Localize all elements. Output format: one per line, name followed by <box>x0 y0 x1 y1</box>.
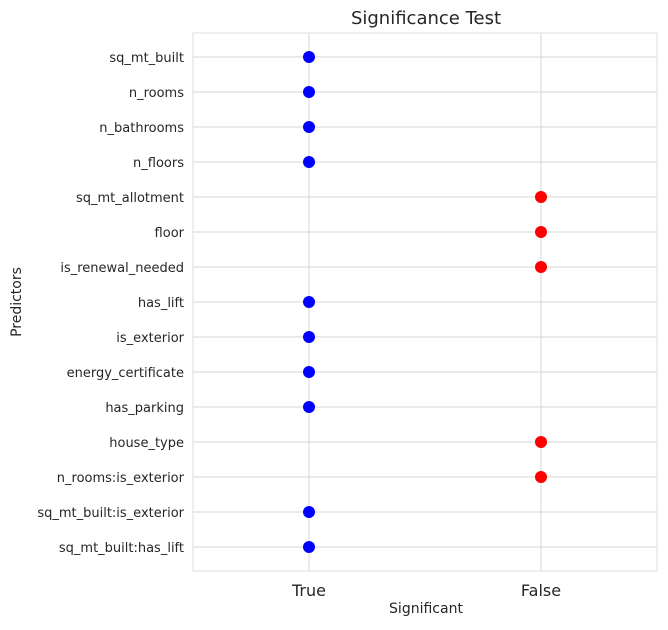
y-tick-label: sq_mt_built <box>109 51 184 66</box>
data-point <box>303 156 315 168</box>
data-point <box>535 226 547 238</box>
x-axis-label: Significant <box>389 601 463 617</box>
y-tick-label: n_floors <box>133 156 184 171</box>
data-point <box>303 121 315 133</box>
x-tick-labels: True False <box>291 581 561 600</box>
y-tick-label: is_renewal_needed <box>60 261 184 276</box>
x-tick-label: False <box>521 581 561 600</box>
x-tick-label: True <box>291 581 326 600</box>
y-tick-label: energy_certificate <box>67 366 184 381</box>
grid <box>193 33 657 571</box>
data-point <box>535 471 547 483</box>
y-tick-labels: sq_mt_built n_rooms n_bathrooms n_floors sq_… <box>37 51 184 556</box>
y-tick-label: sq_mt_built:is_exterior <box>37 506 184 521</box>
data-point <box>303 296 315 308</box>
y-tick-label: has_lift <box>138 296 184 311</box>
data-point <box>303 401 315 413</box>
data-point <box>535 261 547 273</box>
data-point <box>303 331 315 343</box>
data-point <box>303 86 315 98</box>
data-points <box>303 51 547 553</box>
data-point <box>535 191 547 203</box>
y-tick-label: n_rooms <box>129 86 184 101</box>
y-tick-label: house_type <box>109 436 184 451</box>
chart-title: Significance Test <box>351 8 501 29</box>
data-point <box>303 366 315 378</box>
y-axis-label: Predictors <box>9 267 25 337</box>
y-tick-label: sq_mt_allotment <box>76 191 184 206</box>
y-tick-label: has_parking <box>105 401 184 416</box>
data-point <box>303 51 315 63</box>
y-tick-label: floor <box>155 226 185 241</box>
y-tick-label: n_rooms:is_exterior <box>57 471 185 486</box>
data-point <box>535 436 547 448</box>
data-point <box>303 506 315 518</box>
y-tick-label: n_bathrooms <box>99 121 184 136</box>
y-tick-label: sq_mt_built:has_lift <box>59 541 184 556</box>
plot-frame <box>192 32 658 572</box>
y-tick-label: is_exterior <box>116 331 184 346</box>
data-point <box>303 541 315 553</box>
